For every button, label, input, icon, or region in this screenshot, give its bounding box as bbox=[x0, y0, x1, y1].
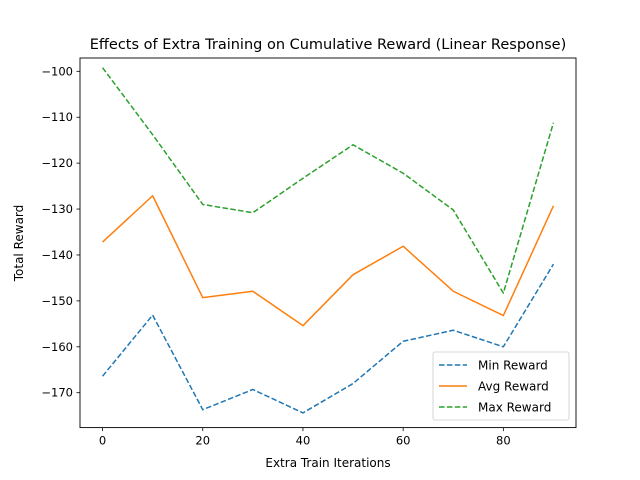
legend-frame bbox=[432, 351, 570, 421]
x-tick-label: 80 bbox=[496, 434, 511, 448]
y-axis: −100 −110 −120 −130 −140 −150 −160 −170 bbox=[41, 64, 80, 400]
legend-label: Min Reward bbox=[478, 359, 548, 373]
series-line-max-reward bbox=[101, 67, 555, 294]
series-line-min-reward bbox=[101, 263, 555, 414]
y-tick-label: −100 bbox=[41, 64, 73, 78]
series-line-avg-reward bbox=[102, 194, 555, 327]
x-tick-label: 0 bbox=[99, 434, 106, 448]
legend-label: Avg Reward bbox=[478, 380, 549, 394]
y-tick-label: −110 bbox=[41, 110, 73, 124]
y-tick-label: −150 bbox=[41, 294, 73, 308]
y-tick-label: −130 bbox=[41, 202, 73, 216]
x-tick-label: 60 bbox=[396, 434, 411, 448]
x-axis-label: Extra Train Iterations bbox=[265, 456, 390, 470]
legend: Min Reward Avg Reward Max Reward bbox=[432, 351, 570, 421]
x-tick-label: 20 bbox=[195, 434, 210, 448]
y-tick-label: −120 bbox=[41, 156, 73, 170]
y-tick-label: −140 bbox=[41, 248, 73, 262]
plot-frame bbox=[79, 57, 577, 429]
x-axis: 0 20 40 60 80 bbox=[99, 427, 511, 448]
x-tick-label: 40 bbox=[296, 434, 311, 448]
series-layer bbox=[101, 67, 555, 414]
y-tick-label: −170 bbox=[41, 386, 73, 400]
chart-title: Effects of Extra Training on Cumulative … bbox=[90, 37, 566, 53]
legend-label: Max Reward bbox=[478, 401, 551, 415]
y-tick-label: −160 bbox=[41, 340, 73, 354]
y-axis-label: Total Reward bbox=[12, 205, 26, 283]
plot-area bbox=[79, 57, 577, 429]
